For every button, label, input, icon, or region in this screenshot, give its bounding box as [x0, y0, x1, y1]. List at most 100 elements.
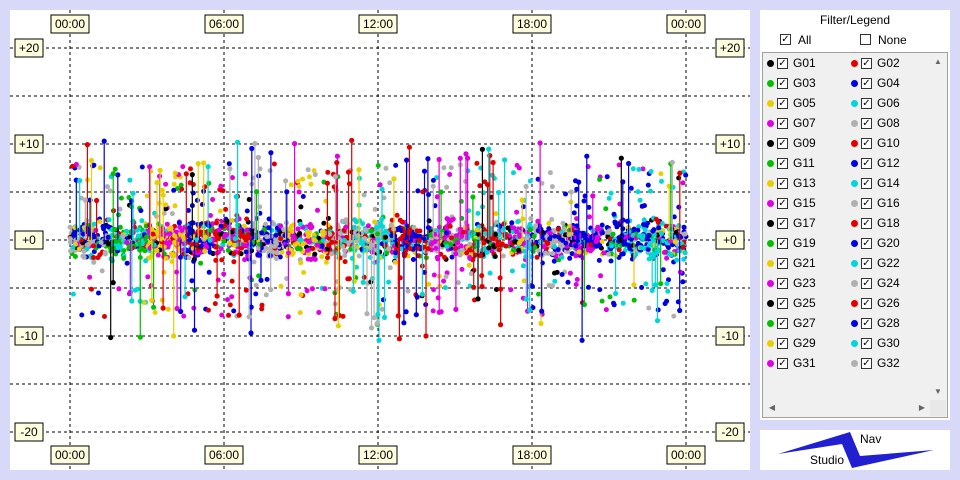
data-point [605, 229, 611, 235]
legend-checkbox[interactable]: ✓ [861, 98, 872, 109]
none-checkbox[interactable] [860, 34, 871, 45]
legend-checkbox[interactable]: ✓ [861, 198, 872, 209]
legend-checkbox[interactable]: ✓ [861, 218, 872, 229]
legend-checkbox[interactable]: ✓ [861, 238, 872, 249]
data-point [606, 195, 612, 201]
data-point [189, 278, 195, 284]
data-point [637, 233, 643, 239]
data-point [74, 236, 80, 242]
data-point [642, 227, 648, 233]
data-point [433, 245, 439, 251]
legend-checkbox[interactable]: ✓ [861, 298, 872, 309]
legend-checkbox[interactable]: ✓ [861, 278, 872, 289]
scroll-right-icon[interactable]: ▶ [918, 403, 926, 412]
data-point [393, 254, 399, 259]
all-checkbox[interactable]: ✓ [780, 34, 791, 45]
data-point [547, 236, 553, 242]
legend-checkbox[interactable]: ✓ [861, 58, 872, 69]
legend-checkbox[interactable]: ✓ [777, 318, 788, 329]
legend-checkbox[interactable]: ✓ [777, 198, 788, 209]
legend-checkbox[interactable]: ✓ [777, 258, 788, 269]
data-point [186, 225, 192, 231]
data-spike-point [284, 189, 290, 195]
data-spike-point [160, 305, 166, 311]
data-point [659, 178, 664, 184]
legend-checkbox[interactable]: ✓ [777, 238, 788, 249]
scroll-down-icon[interactable]: ▼ [934, 387, 942, 396]
legend-checkbox[interactable]: ✓ [777, 98, 788, 109]
data-point [297, 221, 303, 227]
data-point [546, 226, 552, 232]
legend-checkbox[interactable]: ✓ [777, 138, 788, 149]
data-point [676, 204, 682, 210]
data-point [190, 190, 196, 196]
data-point [514, 209, 520, 215]
data-spike-point [376, 337, 382, 343]
data-spike-point [332, 316, 338, 322]
legend-checkbox[interactable]: ✓ [777, 338, 788, 349]
legend-list[interactable]: ▲ ▼ ◀ ▶ ✓ G01 ✓ G02 ✓ G03 ✓ G04 ✓ G05 ✓ G06 ✓ G07 ✓ G08… [762, 52, 948, 418]
scroll-left-icon[interactable]: ◀ [768, 403, 776, 412]
data-point [237, 229, 243, 235]
data-point [190, 182, 196, 187]
legend-checkbox[interactable]: ✓ [861, 158, 872, 169]
data-point [580, 230, 586, 236]
y-tick-label-right-box [715, 422, 745, 442]
data-point [242, 257, 248, 263]
data-spike-point [268, 287, 274, 293]
data-point [244, 216, 250, 222]
data-point [76, 246, 82, 252]
legend-checkbox[interactable]: ✓ [777, 218, 788, 229]
data-point [407, 237, 413, 243]
data-point [510, 247, 516, 253]
x-tick-label-top-box [666, 14, 706, 34]
data-point [614, 224, 620, 230]
data-spike-point [345, 169, 352, 175]
legend-checkbox[interactable]: ✓ [777, 178, 788, 189]
legend-dot-icon [851, 320, 858, 327]
data-point [399, 246, 404, 252]
data-point [645, 220, 650, 226]
legend-checkbox[interactable]: ✓ [861, 358, 872, 369]
data-point [198, 260, 204, 266]
data-point [143, 258, 149, 264]
scroll-up-icon[interactable]: ▲ [934, 57, 942, 66]
data-spike-point [379, 186, 385, 192]
data-spike-point [201, 160, 207, 166]
legend-checkbox[interactable]: ✓ [777, 358, 788, 369]
legend-checkbox[interactable]: ✓ [777, 278, 788, 289]
data-point [464, 250, 470, 256]
navstudio-logo: Nav Studio [760, 430, 950, 470]
data-spike-point [248, 304, 254, 310]
data-point [267, 168, 273, 174]
y-tick-label-left: +0 [22, 233, 36, 247]
data-point [360, 221, 366, 227]
legend-checkbox[interactable]: ✓ [861, 138, 872, 149]
data-point [656, 225, 662, 231]
data-point [202, 248, 208, 254]
vertical-scrollbar[interactable]: ▲ ▼ [930, 54, 946, 400]
data-point [89, 286, 94, 292]
legend-checkbox[interactable]: ✓ [777, 78, 788, 89]
data-point [207, 241, 213, 247]
legend-checkbox[interactable]: ✓ [861, 118, 872, 129]
legend-checkbox[interactable]: ✓ [861, 318, 872, 329]
legend-checkbox[interactable]: ✓ [777, 298, 788, 309]
data-spike-point [115, 172, 121, 178]
data-point [467, 247, 473, 253]
horizontal-scrollbar[interactable]: ◀ ▶ [764, 400, 930, 416]
data-spike-point [371, 315, 377, 321]
data-point [179, 186, 185, 192]
legend-checkbox[interactable]: ✓ [777, 58, 788, 69]
data-point [455, 280, 461, 286]
data-point [516, 240, 522, 246]
data-point [202, 184, 208, 190]
legend-checkbox[interactable]: ✓ [861, 78, 872, 89]
legend-checkbox[interactable]: ✓ [861, 338, 872, 349]
legend-checkbox[interactable]: ✓ [861, 178, 872, 189]
legend-checkbox[interactable]: ✓ [777, 158, 788, 169]
legend-checkbox[interactable]: ✓ [777, 118, 788, 129]
data-point [215, 277, 221, 283]
data-point [87, 274, 93, 280]
legend-checkbox[interactable]: ✓ [861, 258, 872, 269]
